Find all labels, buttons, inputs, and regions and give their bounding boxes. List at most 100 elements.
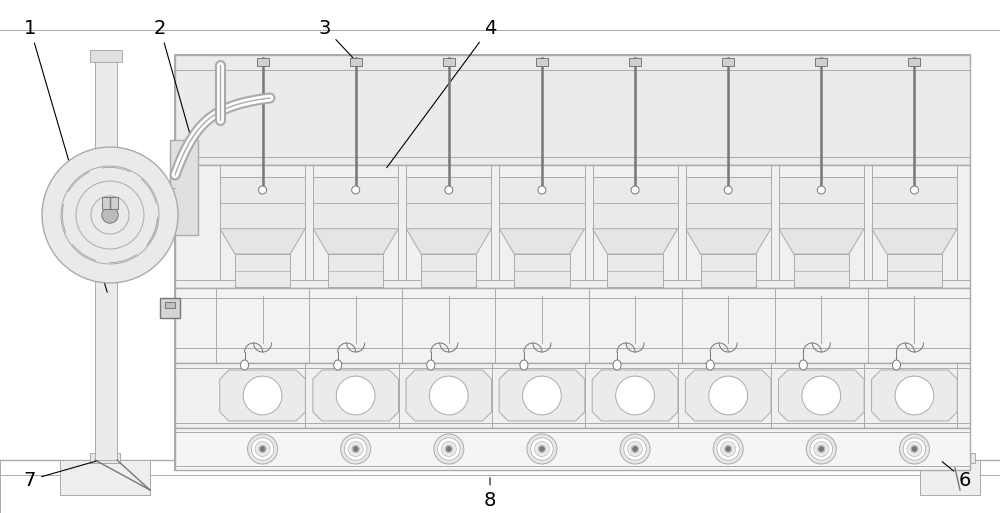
Circle shape — [903, 438, 926, 460]
Circle shape — [538, 186, 546, 194]
Bar — [175, 428, 970, 470]
Polygon shape — [592, 370, 678, 421]
Circle shape — [534, 442, 549, 457]
Polygon shape — [313, 370, 399, 421]
Ellipse shape — [799, 360, 807, 370]
Bar — [443, 58, 455, 66]
Bar — [175, 165, 970, 288]
Bar — [235, 254, 290, 287]
Bar — [536, 58, 548, 66]
Bar — [629, 58, 641, 66]
Ellipse shape — [334, 360, 342, 370]
Circle shape — [633, 446, 638, 451]
Circle shape — [531, 438, 553, 460]
Circle shape — [806, 434, 836, 464]
Circle shape — [434, 434, 464, 464]
Polygon shape — [686, 229, 771, 254]
Bar — [220, 177, 305, 229]
Circle shape — [248, 434, 278, 464]
Circle shape — [910, 186, 918, 194]
Bar — [686, 177, 771, 229]
Circle shape — [631, 445, 639, 453]
Bar — [779, 177, 864, 229]
Circle shape — [724, 186, 732, 194]
Text: 8: 8 — [484, 478, 496, 509]
Circle shape — [724, 445, 732, 453]
Bar — [0, 460, 1000, 513]
Circle shape — [341, 434, 371, 464]
Circle shape — [352, 445, 359, 453]
Bar — [165, 302, 175, 308]
Circle shape — [527, 434, 557, 464]
Ellipse shape — [520, 360, 528, 370]
Polygon shape — [499, 229, 584, 254]
Bar — [592, 177, 678, 229]
Bar — [328, 254, 383, 287]
Circle shape — [438, 438, 460, 460]
Ellipse shape — [706, 360, 714, 370]
Text: 3: 3 — [319, 18, 353, 58]
Text: 2: 2 — [154, 18, 194, 149]
Polygon shape — [406, 229, 491, 254]
Bar — [175, 55, 970, 470]
Circle shape — [429, 376, 468, 415]
Circle shape — [726, 446, 731, 451]
Polygon shape — [313, 229, 398, 254]
Circle shape — [348, 442, 363, 457]
Circle shape — [102, 207, 118, 223]
Circle shape — [817, 186, 825, 194]
Bar — [90, 453, 120, 463]
Bar — [815, 58, 827, 66]
Polygon shape — [406, 370, 492, 421]
Circle shape — [353, 446, 358, 451]
Circle shape — [907, 442, 922, 457]
Circle shape — [255, 442, 270, 457]
Circle shape — [709, 376, 748, 415]
Bar — [701, 254, 756, 287]
Circle shape — [445, 445, 453, 453]
Bar — [607, 254, 663, 287]
Ellipse shape — [427, 360, 435, 370]
Bar — [499, 177, 584, 229]
Circle shape — [336, 376, 375, 415]
Text: 7: 7 — [24, 461, 97, 489]
Polygon shape — [685, 370, 771, 421]
Circle shape — [631, 186, 639, 194]
Circle shape — [523, 376, 561, 415]
Bar — [257, 58, 269, 66]
Circle shape — [802, 376, 841, 415]
Bar — [170, 140, 198, 235]
Circle shape — [818, 445, 825, 453]
Circle shape — [42, 147, 178, 283]
Bar — [406, 177, 491, 229]
Text: 4: 4 — [387, 18, 496, 168]
Circle shape — [810, 438, 833, 460]
Ellipse shape — [241, 360, 249, 370]
Polygon shape — [499, 370, 585, 421]
Circle shape — [814, 442, 829, 457]
Bar — [102, 197, 118, 209]
Polygon shape — [872, 370, 957, 421]
Bar — [350, 58, 362, 66]
Bar — [908, 58, 920, 66]
Bar — [175, 363, 970, 428]
Polygon shape — [872, 229, 957, 254]
Bar — [722, 58, 734, 66]
Circle shape — [899, 434, 929, 464]
Bar — [920, 460, 980, 495]
Polygon shape — [779, 229, 864, 254]
Circle shape — [259, 445, 266, 453]
Ellipse shape — [892, 360, 900, 370]
Bar — [175, 288, 970, 363]
Bar — [421, 254, 476, 287]
Polygon shape — [778, 370, 864, 421]
Circle shape — [616, 376, 654, 415]
Circle shape — [260, 446, 265, 451]
Circle shape — [446, 446, 451, 451]
Bar — [175, 55, 970, 165]
Bar — [60, 460, 150, 495]
Circle shape — [539, 446, 544, 451]
Circle shape — [628, 442, 643, 457]
Polygon shape — [220, 229, 305, 254]
Circle shape — [538, 445, 546, 453]
